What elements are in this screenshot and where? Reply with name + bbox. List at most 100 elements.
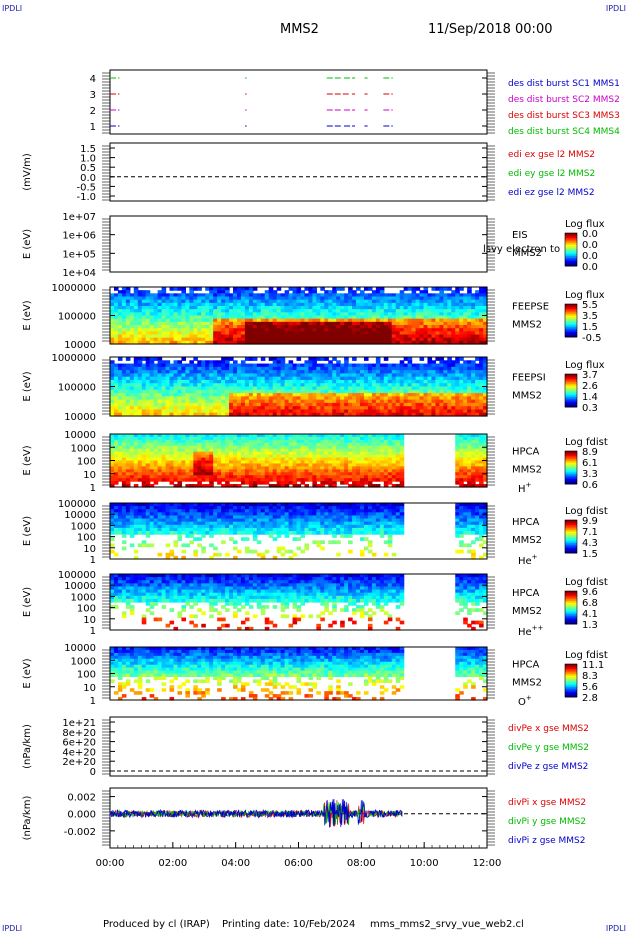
spectro-cell	[169, 481, 175, 485]
spectro-cell	[248, 293, 254, 298]
spectro-cell	[395, 469, 401, 473]
spectro-cell	[110, 315, 115, 320]
spectro-cell	[435, 389, 440, 394]
spectro-cell	[447, 399, 452, 404]
spectro-cell	[197, 396, 202, 401]
spectro-cell	[483, 396, 488, 401]
spectro-cell	[189, 370, 194, 374]
spectro-cell	[475, 366, 480, 371]
spectro-cell	[137, 315, 143, 320]
spectro-cell	[205, 299, 210, 304]
spectro-cell	[312, 334, 317, 339]
spectro-cell	[181, 325, 186, 329]
spectro-cell	[363, 460, 369, 465]
spectro-cell	[189, 484, 194, 488]
spectro-cell	[113, 299, 119, 304]
spectro-cell	[185, 402, 190, 407]
spectro-cell	[209, 309, 214, 313]
spectro-cell	[153, 406, 159, 411]
spectro-cell	[312, 478, 317, 482]
spectro-cell	[415, 409, 421, 414]
spectro-cell	[248, 321, 254, 326]
spectro-cell	[340, 393, 345, 397]
spectro-cell	[185, 293, 190, 298]
spectro-cell	[336, 370, 341, 374]
spectro-cell	[360, 409, 365, 414]
spectro-cell	[177, 475, 183, 479]
spectro-cell	[439, 357, 444, 361]
spectro-cell	[201, 328, 206, 332]
spectro-cell	[387, 299, 393, 304]
spectro-cell	[117, 337, 123, 342]
spectro-cell	[419, 309, 425, 313]
spectro-cell	[149, 315, 155, 320]
spectro-cell	[217, 460, 222, 465]
spectro-cell	[240, 436, 246, 441]
spectro-cell	[125, 389, 131, 394]
spectro-cell	[447, 406, 452, 411]
spectro-cell	[320, 409, 325, 414]
spectro-cell	[177, 409, 183, 414]
spectro-cell	[443, 325, 448, 329]
spectro-cell	[375, 309, 381, 313]
spectro-cell	[324, 309, 329, 313]
spectro-cell	[383, 448, 389, 453]
spectro-cell	[360, 436, 365, 441]
spectro-cell	[391, 370, 397, 374]
legend-burst: des dist burst SC1 MMS1	[508, 79, 620, 89]
spectro-cell	[344, 436, 349, 441]
spectro-cell	[165, 451, 171, 456]
spectro-cell	[387, 475, 393, 479]
spectro-cell	[236, 460, 242, 465]
spectro-cell	[110, 325, 115, 329]
spectro-cell	[403, 379, 409, 384]
spectro-cell	[173, 451, 179, 456]
spectro-cell	[217, 302, 222, 307]
spectro-cell	[201, 373, 206, 378]
spectro-cell	[229, 315, 234, 320]
spectro-cell	[423, 328, 429, 332]
spectro-cell	[367, 475, 373, 479]
spectro-cell	[455, 290, 460, 294]
spectro-cell	[256, 325, 262, 329]
spectro-cell	[121, 331, 127, 336]
spectro-cell	[356, 475, 361, 479]
spectro-cell	[435, 296, 440, 301]
spectro-cell	[284, 318, 290, 323]
spectro-cell	[201, 363, 206, 368]
colorbar-tick-feepsi: 1.4	[582, 392, 598, 403]
y-tick-label-edi: 1.5	[80, 144, 96, 155]
spectro-cell	[110, 386, 115, 391]
spectro-cell	[256, 318, 262, 323]
spectro-cell	[189, 460, 194, 465]
spectro-cell	[248, 290, 254, 294]
spectro-cell	[332, 389, 337, 394]
colorbar-swatch-feepsi	[565, 390, 577, 393]
spectro-cell	[153, 309, 159, 313]
spectro-cell	[276, 376, 282, 381]
spectro-cell	[189, 302, 194, 307]
spectro-cell	[264, 309, 270, 313]
spectro-cell	[356, 376, 361, 381]
spectro-cell	[483, 325, 488, 329]
spectro-cell	[479, 357, 484, 361]
spectro-cell	[328, 466, 333, 470]
colorbar-swatch-eis	[565, 252, 577, 255]
spectro-cell	[236, 373, 242, 378]
spectro-cell	[129, 402, 135, 407]
spectro-cell	[221, 475, 226, 479]
spectro-cell	[248, 386, 254, 391]
spectro-cell	[161, 383, 167, 388]
spectro-cell	[367, 287, 373, 291]
spectro-cell	[137, 434, 143, 438]
spectro-cell	[379, 337, 385, 342]
spectro-cell	[276, 460, 282, 465]
spectro-cell	[395, 402, 401, 407]
spectro-cell	[177, 331, 183, 336]
spectro-cell	[451, 321, 456, 326]
spectro-cell	[324, 290, 329, 294]
spectro-cell	[161, 325, 167, 329]
spectro-cell	[443, 299, 448, 304]
spectro-cell	[256, 293, 262, 298]
spectro-cell	[316, 370, 321, 374]
